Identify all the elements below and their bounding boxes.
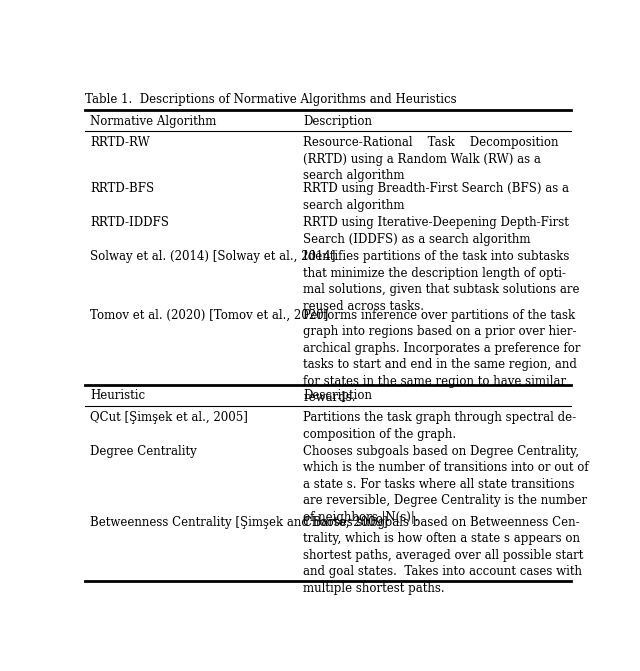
Text: Description: Description (303, 389, 372, 403)
Text: Degree Centrality: Degree Centrality (90, 445, 196, 458)
Text: Chooses subgoals based on Degree Centrality,
which is the number of transitions : Chooses subgoals based on Degree Central… (303, 445, 589, 524)
Text: QCut [Şimşek et al., 2005]: QCut [Şimşek et al., 2005] (90, 411, 248, 424)
Text: Solway et al. (2014) [Solway et al., 2014]: Solway et al. (2014) [Solway et al., 201… (90, 250, 335, 263)
Text: Heuristic: Heuristic (90, 389, 145, 403)
Text: RRTD-BFS: RRTD-BFS (90, 183, 154, 195)
Text: Resource-Rational    Task    Decomposition
(RRTD) using a Random Walk (RW) as a
: Resource-Rational Task Decomposition (RR… (303, 136, 559, 183)
Text: RRTD using Breadth-First Search (BFS) as a
search algorithm: RRTD using Breadth-First Search (BFS) as… (303, 183, 569, 212)
Text: Normative Algorithm: Normative Algorithm (90, 115, 216, 127)
Text: Identifies partitions of the task into subtasks
that minimize the description le: Identifies partitions of the task into s… (303, 250, 580, 313)
Text: Betweenness Centrality [Şimşek and Barto, 2009]: Betweenness Centrality [Şimşek and Barto… (90, 515, 388, 529)
Text: RRTD using Iterative-Deepening Depth-First
Search (IDDFS) as a search algorithm: RRTD using Iterative-Deepening Depth-Fir… (303, 216, 569, 246)
Text: Tomov et al. (2020) [Tomov et al., 2020]: Tomov et al. (2020) [Tomov et al., 2020] (90, 309, 328, 321)
Text: Chooses subgoals based on Betweenness Cen-
trality, which is how often a state s: Chooses subgoals based on Betweenness Ce… (303, 515, 584, 595)
Text: RRTD-RW: RRTD-RW (90, 136, 150, 150)
Text: Performs inference over partitions of the task
graph into regions based on a pri: Performs inference over partitions of th… (303, 309, 580, 404)
Text: Partitions the task graph through spectral de-
composition of the graph.: Partitions the task graph through spectr… (303, 411, 577, 441)
Text: Description: Description (303, 115, 372, 127)
Text: Table 1.  Descriptions of Normative Algorithms and Heuristics: Table 1. Descriptions of Normative Algor… (85, 93, 456, 106)
Text: RRTD-IDDFS: RRTD-IDDFS (90, 216, 169, 229)
